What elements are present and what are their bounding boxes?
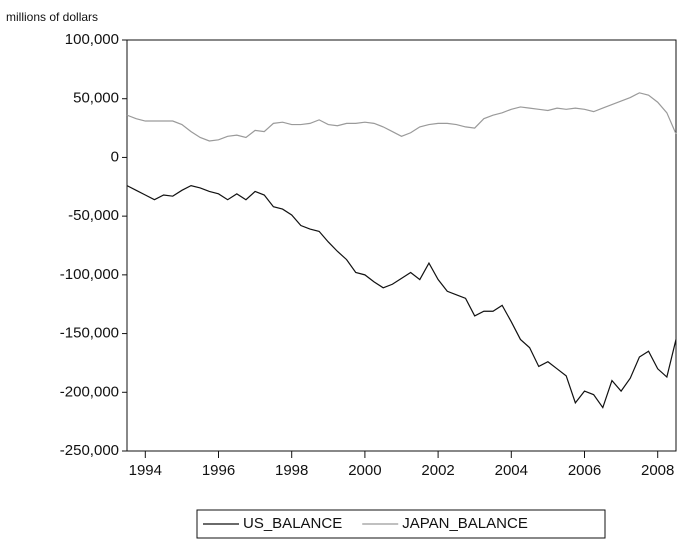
legend-label: JAPAN_BALANCE [402,515,528,532]
legend-box [196,509,606,539]
y-tick-label: 100,000 [65,31,119,48]
y-tick-label: 0 [111,148,119,165]
legend-label: US_BALANCE [243,515,342,532]
y-tick-label: -150,000 [60,325,119,342]
axis-unit-label: millions of dollars [6,10,98,24]
x-tick-label: 2004 [495,462,528,479]
x-tick-label: 2000 [348,462,381,479]
series-line [126,184,677,409]
plot-frame [126,39,677,452]
x-tick-label: 2006 [568,462,601,479]
x-tick-label: 2008 [641,462,674,479]
y-tick-label: -250,000 [60,442,119,459]
x-tick-label: 1994 [129,462,162,479]
y-tick-label: -100,000 [60,266,119,283]
series-line [126,92,677,142]
y-tick-label: 50,000 [73,90,119,107]
x-tick-label: 2002 [421,462,454,479]
x-tick-label: 1996 [202,462,235,479]
y-tick-label: -50,000 [68,207,119,224]
y-tick-label: -200,000 [60,383,119,400]
x-tick-label: 1998 [275,462,308,479]
